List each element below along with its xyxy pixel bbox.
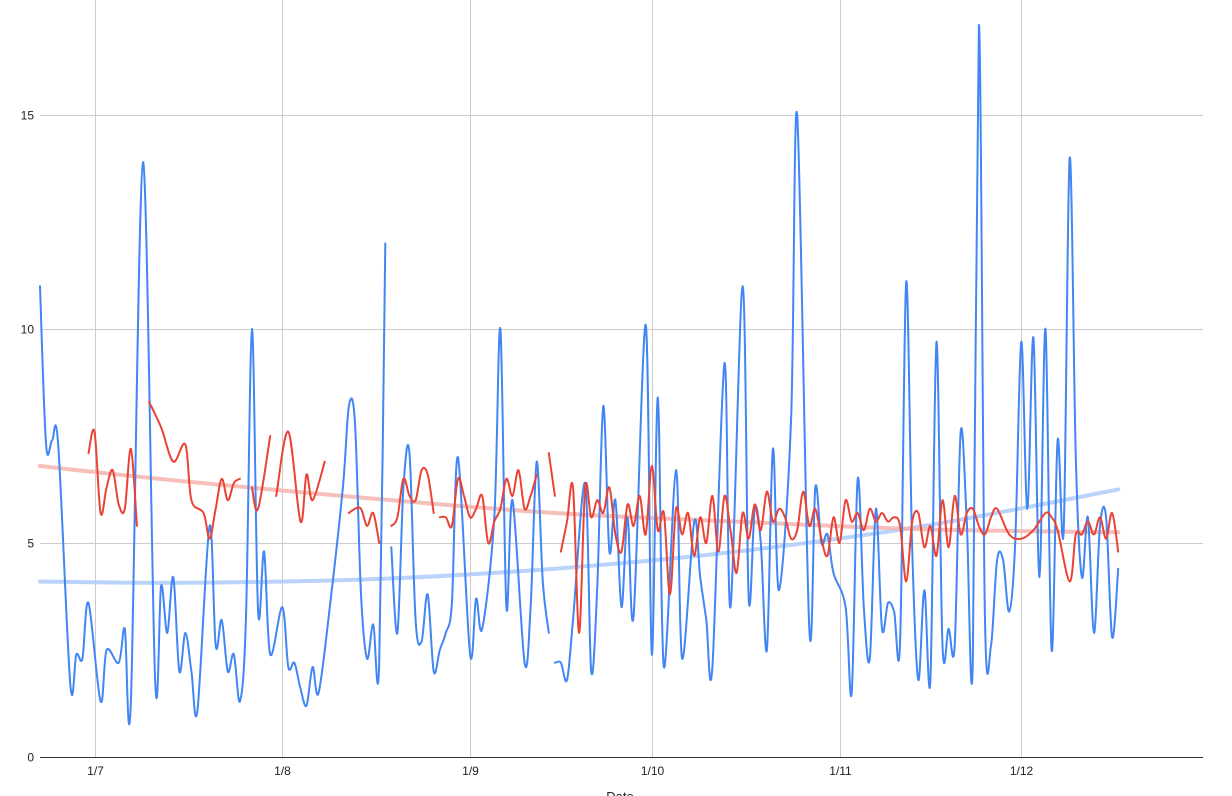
x-tick-label: 1/10 (641, 764, 665, 778)
series-line-segment (390, 466, 435, 527)
series-line-segment (559, 464, 1120, 634)
series-lines (39, 24, 1120, 726)
series-line-segment (547, 452, 556, 497)
x-tick-label: 1/9 (462, 764, 479, 778)
trendline (38, 464, 1121, 535)
axis-labels: 0 5 10 15 1/7 1/8 1/9 1/10 1/11 1/12 Date (21, 109, 1034, 796)
series-line-segment (553, 24, 1120, 697)
gridlines (40, 0, 1203, 758)
x-tick-label: 1/11 (829, 764, 852, 778)
x-tick-label: 1/12 (1010, 764, 1034, 778)
x-tick-label: 1/7 (87, 764, 104, 778)
y-tick-label: 10 (21, 323, 35, 337)
trendlines (38, 464, 1121, 585)
series-line-segment (87, 428, 138, 527)
x-tick-label: 1/8 (274, 764, 291, 778)
y-tick-label: 0 (27, 751, 34, 765)
series-line-segment (39, 161, 387, 726)
series-line-segment (390, 327, 550, 675)
series-line-segment (148, 400, 241, 540)
series-line-segment (275, 430, 326, 523)
y-tick-label: 15 (21, 109, 35, 123)
series-line-segment (438, 469, 538, 545)
y-tick-label: 5 (27, 537, 34, 551)
series-line-segment (251, 435, 272, 512)
series-line-segment (347, 506, 381, 544)
x-axis-title: Date (606, 789, 633, 796)
trendline (38, 487, 1121, 585)
